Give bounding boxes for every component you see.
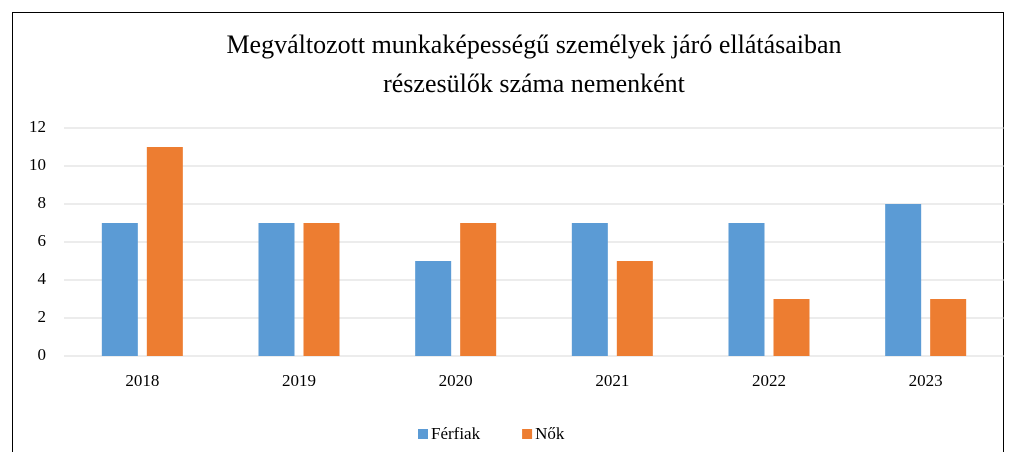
bar <box>571 223 608 356</box>
x-tick-label: 2023 <box>909 371 943 390</box>
y-tick-label: 4 <box>38 269 47 288</box>
x-tick-label: 2018 <box>125 371 159 390</box>
y-tick-label: 10 <box>29 155 46 174</box>
y-tick-label: 2 <box>38 307 47 326</box>
bar <box>258 223 295 356</box>
legend-label: Férfiak <box>431 424 481 443</box>
bar <box>930 299 967 356</box>
chart-title: Megváltozott munkaképességű személyek já… <box>226 30 841 59</box>
bar <box>773 299 810 356</box>
x-tick-label: 2022 <box>752 371 786 390</box>
bar <box>303 223 340 356</box>
bar <box>616 261 653 356</box>
x-tick-label: 2020 <box>439 371 473 390</box>
bar <box>460 223 497 356</box>
legend-swatch <box>418 429 428 439</box>
bar <box>885 204 922 356</box>
bar <box>101 223 138 356</box>
bar <box>728 223 765 356</box>
y-tick-label: 12 <box>29 117 46 136</box>
x-tick-label: 2021 <box>595 371 629 390</box>
legend-label: Nők <box>535 424 565 443</box>
bar <box>415 261 452 356</box>
y-tick-label: 0 <box>38 345 47 364</box>
y-tick-label: 8 <box>38 193 47 212</box>
x-tick-label: 2019 <box>282 371 316 390</box>
bar <box>146 147 183 356</box>
legend-swatch <box>522 429 533 439</box>
y-tick-label: 6 <box>38 231 47 250</box>
chart-title: részesülők száma nemenként <box>383 69 686 98</box>
